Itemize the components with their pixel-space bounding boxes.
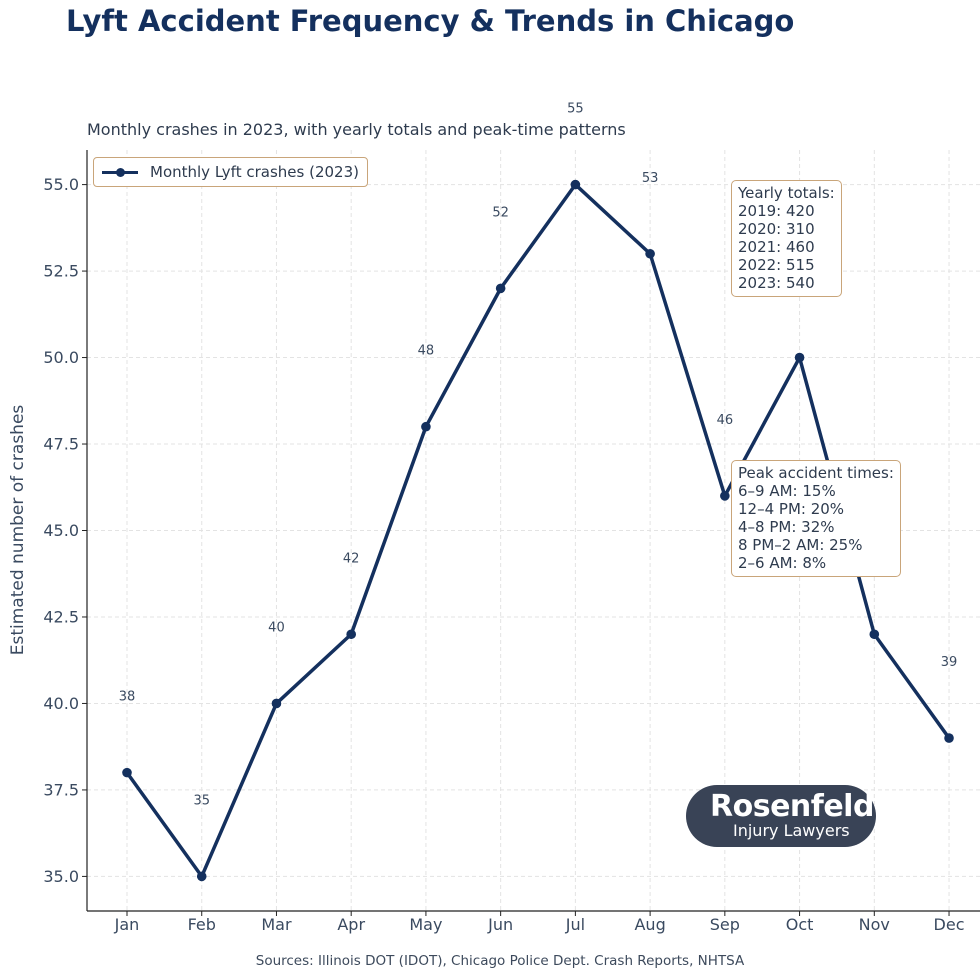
y-tick-label: 55.0: [43, 175, 79, 194]
y-axis-label: Estimated number of crashes: [8, 404, 28, 656]
chart-subtitle: Monthly crashes in 2023, with yearly tot…: [87, 120, 626, 139]
data-point: [271, 698, 282, 709]
x-tick-label: Jun: [487, 915, 513, 934]
data-point: [645, 248, 655, 259]
logo-name: Rosenfeld: [710, 789, 874, 824]
data-point: [346, 629, 356, 640]
data-point: [421, 421, 431, 432]
data-point: [122, 767, 132, 778]
x-tick-label: Feb: [188, 915, 216, 934]
x-tick-label: Mar: [261, 915, 292, 934]
data-point: [495, 283, 506, 294]
peak-time-line: 6–9 AM: 15%: [738, 482, 836, 500]
yearly-total-line: 2021: 460: [738, 238, 815, 256]
data-label: 40: [268, 620, 285, 635]
x-tick-label: Aug: [634, 915, 665, 934]
x-tick-label: May: [409, 915, 442, 934]
x-tick-label: Jul: [565, 915, 585, 934]
data-point: [794, 352, 805, 363]
y-tick-label: 42.5: [43, 607, 79, 626]
x-tick-label: Jan: [114, 915, 140, 934]
yearly-totals-box: Yearly totals: 2019: 420 2020: 310 2021:…: [731, 180, 842, 297]
x-tick-label: Dec: [934, 915, 965, 934]
chart-title: Lyft Accident Frequency & Trends in Chic…: [66, 4, 795, 38]
y-tick-label: 50.0: [43, 348, 79, 367]
peak-time-line: 12–4 PM: 20%: [738, 500, 845, 518]
yearly-total-line: 2019: 420: [738, 202, 815, 220]
data-label: 53: [642, 171, 659, 186]
y-tick-label: 35.0: [43, 867, 79, 886]
data-label: 46: [717, 413, 734, 428]
data-point: [869, 629, 880, 640]
data-label: 52: [492, 205, 509, 220]
data-point: [570, 179, 581, 190]
data-point: [196, 871, 207, 882]
data-label: 55: [567, 102, 584, 117]
y-tick-label: 40.0: [43, 694, 79, 713]
series-line: [125, 182, 951, 879]
yearly-total-line: 2020: 310: [738, 220, 815, 238]
x-tick-label: Apr: [337, 915, 365, 934]
y-tick-label: 37.5: [43, 780, 79, 799]
y-tick-label: 45.0: [43, 521, 79, 540]
sources-note: Sources: Illinois DOT (IDOT), Chicago Po…: [255, 953, 745, 969]
data-label: 38: [119, 690, 136, 705]
data-label: 42: [343, 551, 360, 566]
x-tick-label: Nov: [859, 915, 890, 934]
chart-legend: Monthly Lyft crashes (2023): [93, 157, 368, 187]
peak-times-box: Peak accident times: 6–9 AM: 15% 12–4 PM…: [731, 460, 901, 577]
y-tick-label: 47.5: [43, 435, 79, 454]
data-label: 48: [418, 344, 435, 359]
data-point: [944, 733, 954, 743]
peak-time-line: 8 PM–2 AM: 25%: [738, 536, 863, 554]
logo-tagline: Injury Lawyers: [733, 821, 850, 840]
yearly-total-line: 2023: 540: [738, 274, 815, 292]
y-tick-label: 52.5: [43, 262, 79, 281]
x-tick-label: Oct: [786, 915, 814, 934]
legend-label: Monthly Lyft crashes (2023): [150, 163, 359, 181]
rosenfeld-logo: Rosenfeld Injury Lawyers: [686, 785, 876, 847]
yearly-total-line: 2022: 515: [738, 256, 815, 274]
peak-time-line: 2–6 AM: 8%: [738, 554, 827, 572]
peak-time-line: 4–8 PM: 32%: [738, 518, 835, 536]
peak-times-heading: Peak accident times:: [738, 464, 894, 482]
data-point: [720, 491, 730, 501]
data-label: 39: [941, 655, 958, 670]
data-label: 35: [193, 793, 210, 808]
x-tick-label: Sep: [710, 915, 740, 934]
legend-line-marker-icon: [100, 165, 140, 179]
yearly-totals-heading: Yearly totals:: [738, 184, 835, 202]
